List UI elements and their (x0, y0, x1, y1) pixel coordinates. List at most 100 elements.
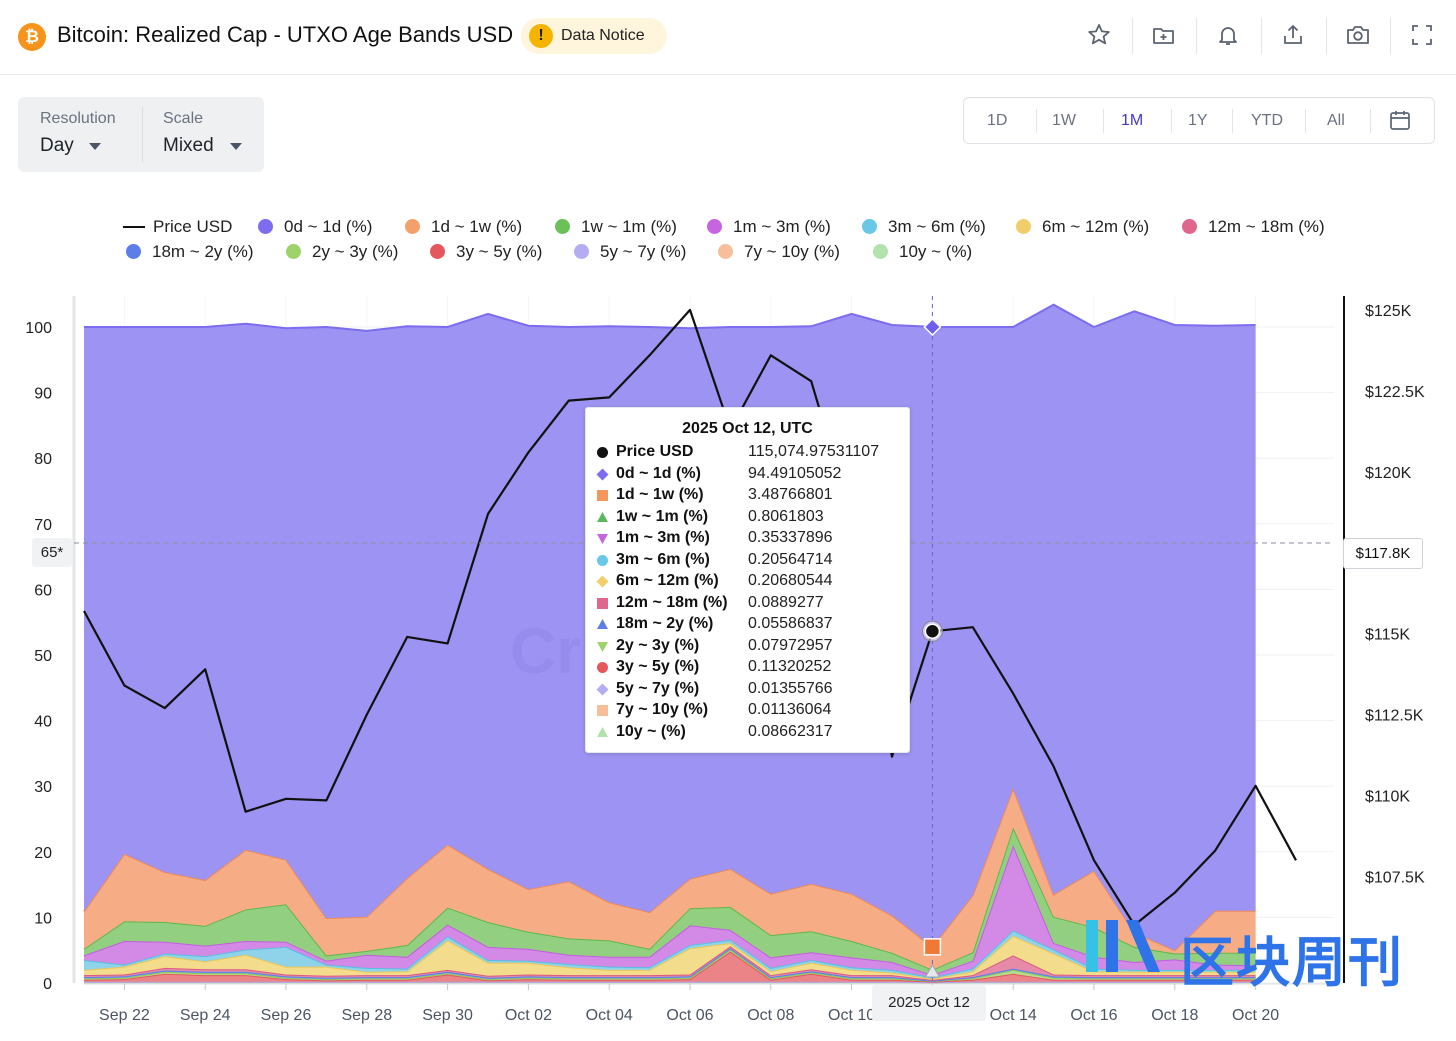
tooltip-title: 2025 Oct 12, UTC (682, 420, 813, 437)
triangle-down-marker-icon (597, 534, 608, 544)
data-notice-label: Data Notice (561, 27, 645, 44)
range-divider (1036, 109, 1037, 133)
triangle-down-marker-icon (597, 641, 608, 652)
share-icon[interactable] (1280, 22, 1306, 48)
watermark-text: 区块周刊 (1180, 933, 1404, 993)
price-hover-marker (924, 623, 941, 640)
area-series (84, 946, 1256, 981)
tooltip-series-value: 0.0889277 (748, 593, 824, 611)
crosshair-date-badge: 2025 Oct 12 (872, 985, 986, 1021)
tooltip-row: 18m ~ 2y (%) 0.05586837 (596, 615, 901, 635)
triangle-up-marker-icon (597, 726, 608, 737)
x-tick-label: Sep 28 (341, 1007, 392, 1024)
tooltip-series-name: 0d ~ 1d (%) (616, 464, 701, 482)
range-divider (1370, 109, 1371, 133)
legend-dot-swatch (405, 219, 420, 234)
legend-label: 7y ~ 10y (%) (744, 242, 840, 261)
legend-label: 0d ~ 1d (%) (284, 217, 373, 236)
tooltip-series-name: 12m ~ 18m (%) (616, 593, 728, 611)
range-1y-button[interactable]: 1Y (1188, 112, 1208, 129)
legend-label: 6m ~ 12m (%) (1042, 217, 1150, 236)
tooltip-series-value: 0.11320252 (748, 658, 832, 675)
tooltip-series-name: 3m ~ 6m (%) (616, 550, 710, 568)
legend-label: 2y ~ 3y (%) (312, 242, 399, 261)
tooltip-series-value: 0.8061803 (748, 507, 824, 525)
range-1w-button[interactable]: 1W (1052, 112, 1076, 129)
range-1m-button[interactable]: 1M (1121, 112, 1144, 129)
tooltip-series-name: 10y ~ (%) (616, 722, 686, 740)
toolbar-divider (1132, 18, 1133, 54)
legend-dot-swatch (873, 244, 888, 259)
resolution-select[interactable]: Day (40, 135, 74, 156)
range-divider (1305, 109, 1306, 133)
legend-dot-swatch (718, 244, 733, 259)
tooltip-row: 1w ~ 1m (%) 0.8061803 (596, 508, 901, 528)
area-series (84, 935, 1256, 980)
watermark-logo: 区块周刊 (1080, 910, 1440, 993)
price-tick-label: $112.5K (1365, 708, 1424, 725)
tooltip-series-name: 1d ~ 1w (%) (616, 486, 704, 503)
tooltip-series-value: 0.20680544 (748, 572, 833, 589)
square-marker-icon (597, 490, 608, 501)
circle-marker-icon (597, 447, 608, 458)
tooltip-row: 1d ~ 1w (%) 3.48766801 (596, 486, 901, 506)
price-tick-label: $120K (1365, 465, 1412, 482)
y-tick-label: 30 (34, 779, 52, 796)
area-series-line (84, 980, 1256, 984)
crosshair-date-label: 2025 Oct 12 (888, 994, 970, 1011)
star-icon[interactable] (1086, 22, 1112, 48)
folder-add-icon[interactable] (1151, 22, 1177, 48)
area-hover-marker (924, 964, 941, 978)
calendar-icon[interactable] (1389, 109, 1411, 131)
toolbar-divider (1390, 18, 1391, 54)
tooltip-row: 1m ~ 3m (%) 0.35337896 (596, 529, 901, 549)
range-1d-button[interactable]: 1D (987, 112, 1008, 129)
y-tick-label: 20 (34, 845, 52, 862)
crosshair-percent-badge: 65* (32, 538, 72, 567)
area-hover-marker (923, 317, 942, 337)
header-bar: ₿ Bitcoin: Realized Cap - UTXO Age Bands… (0, 0, 1456, 75)
tooltip-row: 7y ~ 10y (%) 0.01136064 (596, 701, 901, 721)
chart-watermark-text: Cr (510, 615, 581, 687)
tooltip-series-value: 115,074.97531107 (748, 443, 880, 460)
area-series (84, 827, 1256, 975)
scale-select[interactable]: Mixed (163, 135, 214, 156)
tooltip-row: 0d ~ 1d (%) 94.49105052 (596, 465, 901, 485)
triangle-up-marker-icon (597, 619, 608, 629)
x-tick-label: Sep 24 (180, 1007, 231, 1024)
tooltip-series-value: 94.49105052 (748, 464, 842, 482)
square-marker-icon (597, 705, 608, 716)
y-tick-label: 10 (34, 910, 52, 927)
range-all-button[interactable]: All (1327, 112, 1345, 129)
range-ytd-button[interactable]: YTD (1251, 112, 1283, 129)
diamond-marker-icon (596, 468, 609, 480)
range-selector: 1D 1W 1M 1Y YTD All (963, 97, 1435, 144)
chart-controls: Resolution Day Scale Mixed (18, 97, 264, 172)
x-tick-label: Oct 08 (747, 1007, 794, 1024)
x-tick-label: Oct 10 (828, 1007, 875, 1024)
tooltip-series-value: 0.07972957 (748, 636, 833, 654)
legend-dot-swatch (430, 244, 445, 259)
price-tick-label: $110K (1365, 789, 1410, 806)
camera-icon[interactable] (1345, 22, 1371, 48)
x-tick-label: Oct 18 (1151, 1007, 1198, 1024)
bell-icon[interactable] (1215, 22, 1241, 48)
fullscreen-icon[interactable] (1409, 22, 1435, 48)
data-notice-button[interactable]: ! Data Notice (521, 18, 667, 54)
legend-dot-swatch (286, 244, 301, 259)
legend-dot-swatch (1016, 219, 1031, 234)
y-tick-label: 40 (34, 714, 52, 731)
chevron-down-icon[interactable] (89, 143, 101, 150)
y-tick-label: 100 (25, 320, 52, 337)
diamond-marker-icon (596, 575, 609, 588)
legend-dot-swatch (1182, 219, 1197, 234)
tooltip-series-value: 3.48766801 (748, 486, 833, 503)
y-tick-label: 90 (34, 386, 52, 403)
legend-label: 1m ~ 3m (%) (733, 217, 831, 236)
x-tick-label: Sep 26 (261, 1007, 312, 1024)
circle-marker-icon (597, 554, 608, 566)
chevron-down-icon[interactable] (230, 143, 242, 150)
area-series (84, 951, 1256, 983)
legend-line-swatch (123, 226, 145, 228)
legend-dot-swatch (555, 219, 570, 234)
